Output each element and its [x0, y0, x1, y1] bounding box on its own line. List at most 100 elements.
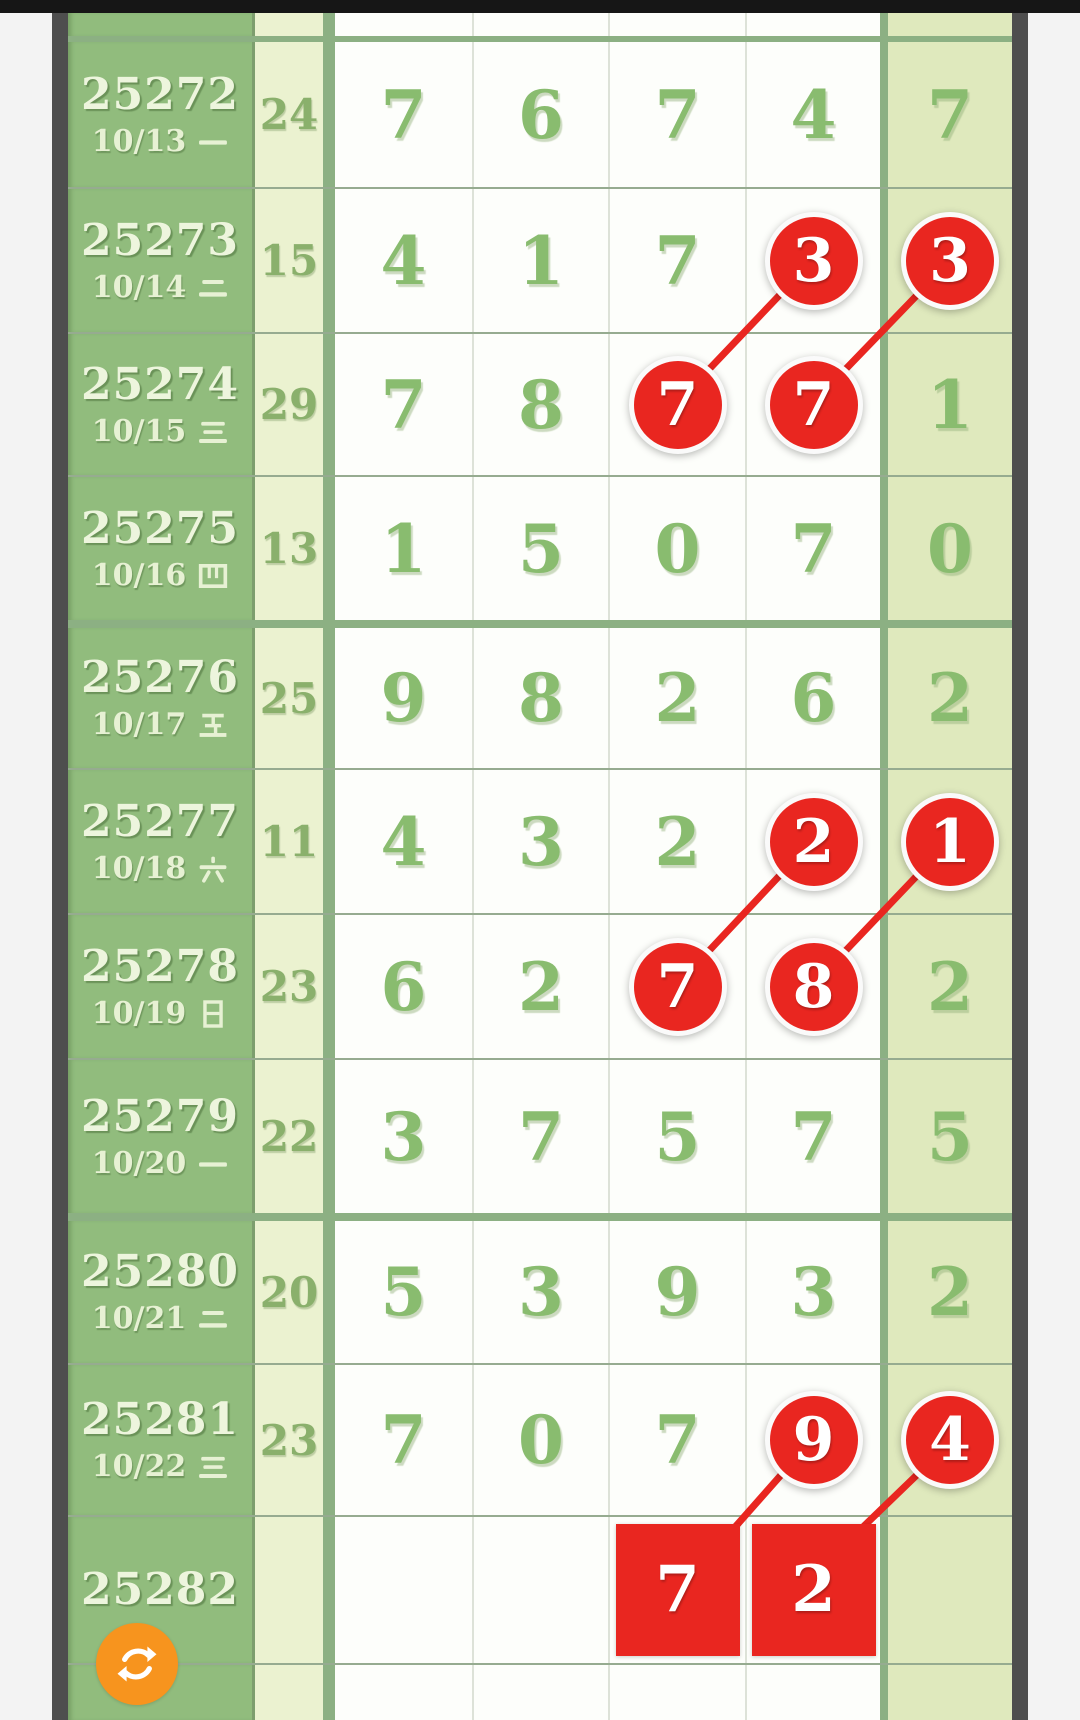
digit-cell: 5	[472, 477, 608, 620]
table-row: 25278 10/19 23 6 2 7 8 2	[68, 915, 1012, 1058]
weekday-glyph	[199, 563, 228, 588]
issue-cell: 25278 10/19	[68, 915, 252, 1058]
digit-cell	[335, 1665, 472, 1720]
refresh-button[interactable]	[96, 1623, 178, 1705]
thick-divider	[323, 42, 335, 187]
digit-cell	[335, 1517, 472, 1663]
weekday-glyph	[199, 1456, 228, 1479]
digit-cell: 5	[335, 1221, 472, 1363]
digit-cell: 4	[335, 189, 472, 332]
status-bar	[0, 0, 1080, 13]
sum-cell: 24	[255, 42, 323, 187]
digit-cell: 6	[335, 915, 472, 1058]
prediction-square: 2	[751, 1524, 876, 1656]
digit-cell: 3	[335, 1060, 472, 1213]
issue-cell: 25279 10/20	[68, 1060, 252, 1213]
table-row-partial-top	[68, 13, 1012, 36]
trend-table: 25272 10/13 24 7 6 7 4 7 25273 10/14	[68, 13, 1012, 1720]
table-row: 25280 10/21 20 5 3 9 3 2	[68, 1221, 1012, 1363]
digit-cell	[608, 13, 745, 36]
thick-divider	[880, 1365, 888, 1515]
issue-date: 10/15	[92, 416, 228, 447]
sum-cell: 23	[255, 915, 323, 1058]
issue-cell: 25275 10/16	[68, 477, 252, 620]
prediction-circle: 7	[628, 937, 727, 1036]
table-row-partial-bottom	[68, 1665, 1012, 1720]
issue-date: 10/16	[92, 560, 228, 591]
thick-divider	[323, 1365, 335, 1515]
digit-cell	[472, 1665, 608, 1720]
thick-divider	[323, 770, 335, 913]
issue-cell: 25281 10/22	[68, 1365, 252, 1515]
column-divider	[252, 189, 255, 332]
digit-cell: 9	[608, 1221, 745, 1363]
digit-cell: 3	[745, 189, 880, 332]
prediction-circle: 2	[764, 792, 863, 891]
weekday-glyph	[199, 139, 228, 145]
digit-cell: 7	[472, 1060, 608, 1213]
digit-cell: 2	[888, 628, 1012, 768]
column-divider	[252, 334, 255, 475]
digit-cell: 4	[888, 1365, 1012, 1515]
digit-cell	[335, 13, 472, 36]
digit-cell: 2	[472, 915, 608, 1058]
column-divider	[252, 1365, 255, 1515]
thick-divider	[323, 628, 335, 768]
issue-cell	[68, 13, 252, 36]
sum-cell	[255, 13, 323, 36]
digit-cell: 7	[745, 1060, 880, 1213]
digit-cell: 7	[608, 334, 745, 475]
issue-number: 25276	[80, 652, 240, 703]
column-divider	[252, 1221, 255, 1363]
thick-divider	[880, 1665, 888, 1720]
digit-cell: 7	[608, 1365, 745, 1515]
thick-divider	[323, 1665, 335, 1720]
issue-number: 25278	[80, 940, 240, 992]
prediction-circle: 3	[764, 211, 863, 310]
row-separator	[68, 768, 1012, 770]
column-divider	[252, 1060, 255, 1213]
row-separator	[68, 475, 1012, 477]
issue-date: 10/20	[92, 1148, 228, 1179]
table-row: 25281 10/22 23 7 0 7 9 4	[68, 1365, 1012, 1515]
prediction-circle: 7	[628, 355, 727, 454]
row-separator	[68, 1663, 1012, 1665]
digit-cell: 7	[745, 334, 880, 475]
digit-cell	[745, 13, 880, 36]
thick-divider	[880, 189, 888, 332]
row-separator	[68, 187, 1012, 189]
table-row: 25273 10/14 15 4 1 7 3 3	[68, 189, 1012, 332]
digit-cell: 1	[472, 189, 608, 332]
issue-number: 25282	[80, 1564, 240, 1615]
row-separator	[68, 1363, 1012, 1365]
digit-cell: 9	[335, 628, 472, 768]
column-divider	[252, 42, 255, 187]
sum-cell	[255, 1517, 323, 1663]
table-row: 25279 10/20 22 3 7 5 7 5	[68, 1060, 1012, 1213]
issue-cell: 25273 10/14	[68, 189, 252, 332]
digit-cell: 5	[888, 1060, 1012, 1213]
digit-cell: 2	[608, 770, 745, 913]
thick-divider	[880, 915, 888, 1058]
weekday-glyph	[199, 279, 228, 297]
thick-divider	[880, 13, 888, 36]
table-row-prediction: 25282 7 2	[68, 1517, 1012, 1663]
column-divider	[252, 915, 255, 1058]
issue-number: 25280	[80, 1246, 240, 1297]
table-row: 25275 10/16 13 1 5 0 7 0	[68, 477, 1012, 620]
digit-cell: 1	[888, 770, 1012, 913]
sum-cell: 22	[255, 1060, 323, 1213]
prediction-circle: 9	[764, 1391, 863, 1489]
digit-cell: 3	[472, 770, 608, 913]
column-divider	[252, 628, 255, 768]
digit-cell: 2	[745, 1517, 880, 1663]
thick-divider	[323, 189, 335, 332]
weekday-glyph	[199, 1161, 228, 1167]
column-divider	[252, 1665, 255, 1720]
sum-cell: 25	[255, 628, 323, 768]
thick-divider	[323, 915, 335, 1058]
thick-divider	[323, 334, 335, 475]
issue-number: 25273	[80, 214, 240, 266]
digit-cell: 3	[888, 189, 1012, 332]
